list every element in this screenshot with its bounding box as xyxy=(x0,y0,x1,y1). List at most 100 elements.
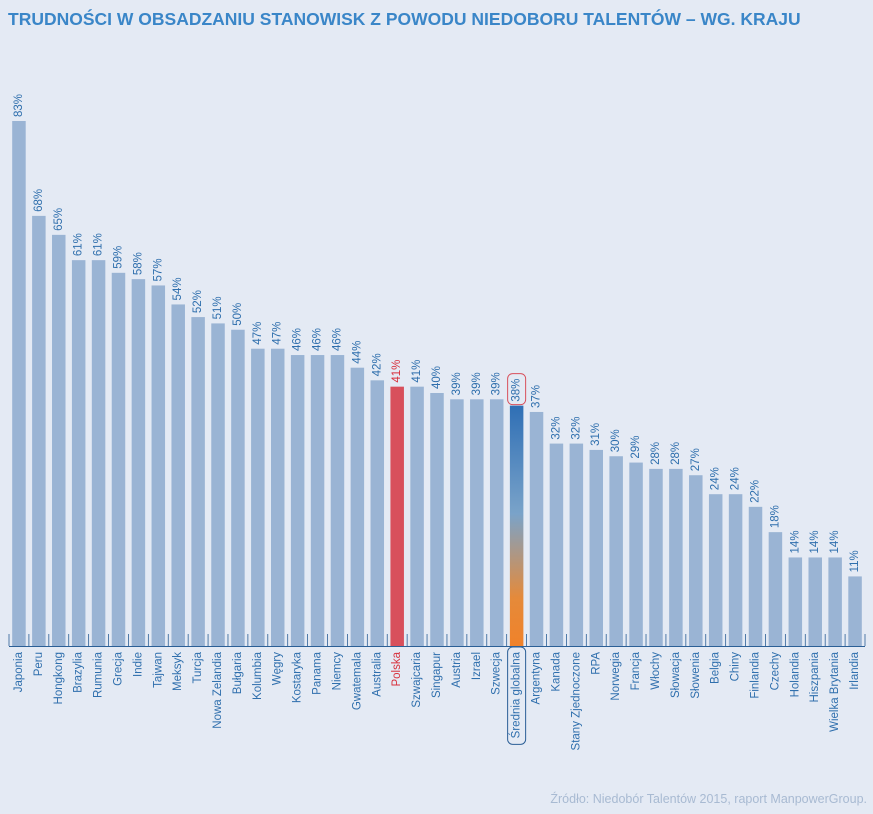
value-label: 24% xyxy=(730,467,742,490)
value-label: 38% xyxy=(511,379,523,402)
value-label: 39% xyxy=(491,372,503,395)
category-label: Francja xyxy=(630,651,642,690)
category-label: Średnia globalna xyxy=(510,651,523,738)
category-label: Kanada xyxy=(550,651,562,691)
value-label: 44% xyxy=(351,341,363,364)
bar-23 xyxy=(450,399,464,646)
category-label: Hiszpania xyxy=(809,651,821,702)
category-label: Meksyk xyxy=(172,652,184,691)
category-label: Austria xyxy=(451,651,463,687)
bar-41 xyxy=(808,557,822,646)
category-label: Panama xyxy=(312,651,324,694)
value-label: 65% xyxy=(53,208,65,231)
value-label: 54% xyxy=(172,277,184,300)
value-label: 46% xyxy=(312,328,324,351)
value-label: 32% xyxy=(570,417,582,440)
category-label: Norwegia xyxy=(610,651,622,700)
value-label: 59% xyxy=(112,246,124,269)
bar-25 xyxy=(489,399,504,646)
category-label: Indie xyxy=(132,652,144,677)
category-label: Irlandia xyxy=(849,651,861,689)
value-label: 32% xyxy=(550,417,562,440)
category-label: Bułgaria xyxy=(232,651,244,694)
bar-16 xyxy=(310,355,325,646)
category-label: Argentyna xyxy=(531,651,543,704)
category-label: Czechy xyxy=(769,652,781,691)
category-label: Chiny xyxy=(730,652,742,682)
bar-26 xyxy=(509,405,524,646)
value-label: 14% xyxy=(789,530,801,553)
category-label: Hongkong xyxy=(53,652,65,704)
bar-4 xyxy=(71,260,86,646)
category-label: Szwajcaria xyxy=(411,651,423,707)
bar-10 xyxy=(191,317,205,646)
bar-31 xyxy=(609,456,623,646)
value-label: 27% xyxy=(690,448,702,471)
value-label: 39% xyxy=(471,372,483,395)
category-label: Singapur xyxy=(431,652,443,698)
value-label: 14% xyxy=(809,530,821,553)
bar-7 xyxy=(131,279,146,646)
value-label: 39% xyxy=(451,372,463,395)
category-label: Włochy xyxy=(650,652,662,690)
bar-30 xyxy=(589,449,604,646)
category-label: Kolumbia xyxy=(252,651,264,700)
category-label: Stany Zjednoczone xyxy=(570,652,582,750)
bar-19 xyxy=(370,380,385,646)
category-label: Japonia xyxy=(13,651,25,692)
bar-9 xyxy=(171,304,185,646)
bar-21 xyxy=(410,386,424,646)
value-label: 47% xyxy=(252,322,264,345)
category-label: Finlandia xyxy=(750,651,762,698)
value-label: 57% xyxy=(152,258,164,281)
category-label: Gwatemala xyxy=(351,651,363,710)
category-label: Polska xyxy=(391,651,403,686)
bar-36 xyxy=(708,494,723,646)
category-label: Brazylia xyxy=(73,651,85,693)
average-label-outline xyxy=(507,646,527,745)
bar-29 xyxy=(569,443,584,646)
bar-1 xyxy=(12,121,26,646)
value-label: 28% xyxy=(670,442,682,465)
bar-32 xyxy=(629,462,643,646)
bar-15 xyxy=(290,355,305,646)
value-label: 18% xyxy=(769,505,781,528)
bar-chart: 83% 68% 65% 61% 61% 59% 58% 57% 54% 52% 51% 50% 47% 4… xyxy=(8,94,866,750)
value-label: 58% xyxy=(132,252,144,275)
bar-42 xyxy=(828,557,842,646)
value-label: 41% xyxy=(391,360,403,383)
value-label: 11% xyxy=(849,550,861,572)
value-label: 61% xyxy=(73,233,85,256)
category-label: Nowa Zelandia xyxy=(212,651,224,728)
bar-3 xyxy=(52,234,66,647)
bar-43 xyxy=(848,576,862,646)
bar-20 xyxy=(390,386,404,646)
value-label: 24% xyxy=(710,467,722,490)
category-label: RPA xyxy=(590,652,602,675)
category-label: Turcja xyxy=(192,651,204,683)
value-label: 42% xyxy=(371,353,383,376)
bar-13 xyxy=(251,348,265,646)
bar-22 xyxy=(430,392,444,646)
value-label: 83% xyxy=(13,94,25,117)
bar-27 xyxy=(529,411,544,646)
bar-24 xyxy=(470,399,484,646)
bar-5 xyxy=(91,260,106,646)
average-value-outline xyxy=(507,373,527,406)
value-label: 40% xyxy=(431,366,443,389)
category-label: Australia xyxy=(371,651,383,696)
category-label: Niemcy xyxy=(331,652,343,691)
value-label: 31% xyxy=(590,423,602,446)
bar-33 xyxy=(649,468,663,646)
value-label: 41% xyxy=(411,360,423,383)
value-label: 46% xyxy=(331,328,343,351)
bar-28 xyxy=(549,443,564,646)
category-label: Tajwan xyxy=(152,652,164,688)
value-label: 52% xyxy=(192,290,204,313)
value-label: 68% xyxy=(33,189,45,212)
category-label: Słowacja xyxy=(670,651,682,698)
bar-6 xyxy=(111,272,126,646)
bar-40 xyxy=(788,557,803,646)
value-label: 37% xyxy=(531,385,543,408)
bar-8 xyxy=(151,285,166,646)
